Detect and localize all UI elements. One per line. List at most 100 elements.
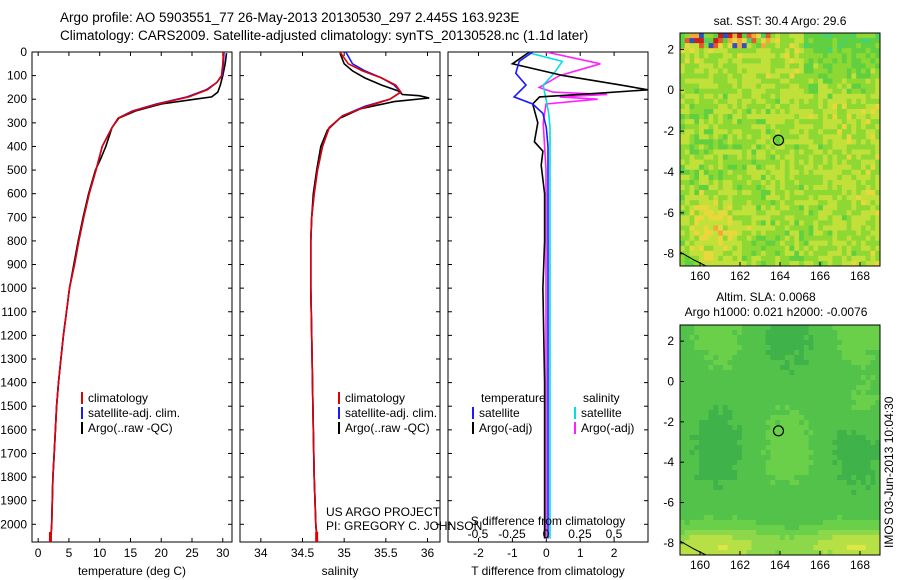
differences-legend-label: Argo(-adj) bbox=[479, 421, 532, 435]
panel-temperature: 0100200300400500600700800900100011001200… bbox=[0, 45, 233, 578]
sla_map-ytick-label: 0 bbox=[667, 374, 674, 388]
differences-x2tick-label: 0.25 bbox=[568, 527, 592, 541]
salinity-xtick-label: 36 bbox=[421, 546, 435, 560]
sla_map-ytick-label: -4 bbox=[663, 455, 674, 469]
panel-sst_map: 160 162 164 166 168 2 0 -2 -4 -6 -8 sat. SST: 30.4 … bbox=[663, 14, 881, 283]
differences-legend-label: satellite bbox=[581, 406, 622, 420]
salinity-xtick-label: 35 bbox=[337, 546, 351, 560]
differences-x2tick-label: -0.25 bbox=[498, 527, 526, 541]
ytick-label: 500 bbox=[7, 163, 27, 177]
ytick-label: 800 bbox=[7, 234, 27, 248]
ytick-label: 1100 bbox=[1, 305, 27, 319]
temperature-xtick-label: 0 bbox=[35, 546, 42, 560]
sst_map-ytick-label: -6 bbox=[663, 206, 674, 220]
temperature-legend-label: Argo(..raw -QC) bbox=[88, 421, 173, 435]
differences-x2tick-label: 0 bbox=[543, 527, 550, 541]
ytick-label: 1500 bbox=[0, 399, 27, 413]
header-line-1: Argo profile: AO 5903551_77 26-May-2013 … bbox=[60, 10, 520, 25]
ytick-label: 400 bbox=[7, 139, 27, 153]
ytick-label: 200 bbox=[7, 92, 27, 106]
ytick-label: 700 bbox=[7, 210, 27, 224]
differences-legend-label: satellite bbox=[479, 406, 520, 420]
temperature-xtick-label: 5 bbox=[66, 546, 73, 560]
sst_map-ytick-label: 2 bbox=[667, 42, 674, 56]
temperature-xtick-label: 30 bbox=[216, 546, 230, 560]
series-line-argo-raw-qc- bbox=[49, 53, 228, 539]
credit-project: US ARGO PROJECT bbox=[326, 505, 441, 519]
sst_map-ytick-label: -4 bbox=[663, 165, 674, 179]
series-line-climatology bbox=[49, 52, 225, 539]
sla_map-xtick-label: 160 bbox=[690, 558, 710, 572]
sla-title: Altim. SLA: 0.0068 bbox=[716, 290, 816, 304]
salinity-xlabel: salinity bbox=[322, 564, 359, 578]
sst_map-xtick-label: 162 bbox=[730, 269, 750, 283]
differences-x2tick-label: 0.5 bbox=[606, 527, 623, 541]
ytick-label: 2000 bbox=[0, 517, 27, 531]
sla_map-ytick-label: -2 bbox=[663, 415, 674, 429]
differences-xtick-label: 0 bbox=[543, 546, 550, 560]
series-line-satellite-adj-clim- bbox=[309, 52, 403, 539]
temperature-legend-label: climatology bbox=[88, 391, 148, 405]
differences-xtick-label: -2 bbox=[473, 546, 484, 560]
salinity-frame bbox=[239, 51, 441, 543]
ytick-label: 1800 bbox=[0, 470, 27, 484]
sla_map-xtick-label: 166 bbox=[810, 558, 830, 572]
temperature-xtick-label: 20 bbox=[155, 546, 169, 560]
sla_map-coastline bbox=[679, 540, 707, 556]
sst_map-xtick-label: 168 bbox=[850, 269, 870, 283]
differences-xtick-label: 2 bbox=[611, 546, 618, 560]
salinity-xtick-label: 35.5 bbox=[374, 546, 398, 560]
sst_map-ytick-label: -2 bbox=[663, 124, 674, 138]
ytick-label: 300 bbox=[7, 116, 27, 130]
differences-legend-label: Argo(-adj) bbox=[581, 421, 634, 435]
sst_map-xtick-label: 160 bbox=[690, 269, 710, 283]
series-line-temperature-satellite bbox=[512, 52, 549, 539]
salinity-legend-label: Argo(..raw -QC) bbox=[345, 421, 430, 435]
ytick-label: 1400 bbox=[0, 376, 27, 390]
differences-x2label: S difference from climatology bbox=[471, 514, 626, 528]
sst_map-float-marker bbox=[772, 134, 785, 146]
ytick-label: 100 bbox=[7, 69, 27, 83]
ytick-label: 1900 bbox=[0, 494, 27, 508]
salinity-xtick-label: 34 bbox=[254, 546, 268, 560]
ytick-label: 1000 bbox=[0, 281, 27, 295]
ytick-label: 600 bbox=[7, 187, 27, 201]
salinity-legend-label: climatology bbox=[345, 391, 405, 405]
sst_map-ytick-label: -8 bbox=[663, 247, 674, 261]
series-line-argo-raw-qc- bbox=[309, 52, 430, 539]
series-line-climatology bbox=[309, 52, 402, 539]
sla_map-ytick-label: 2 bbox=[667, 334, 674, 348]
panel-salinity: 34 34.5 35 35.5 36 salinity climatologysatelli… bbox=[239, 51, 482, 578]
temperature-frame bbox=[31, 51, 233, 543]
sla_map-ytick-label: -6 bbox=[663, 496, 674, 510]
temperature-xtick-label: 10 bbox=[93, 546, 107, 560]
sst_map-xtick-label: 164 bbox=[770, 269, 790, 283]
differences-xlabel: T difference from climatology bbox=[471, 564, 625, 578]
legend-title-salinity: salinity bbox=[583, 391, 620, 405]
sla_map-xtick-label: 164 bbox=[770, 558, 790, 572]
sla-subtitle: Argo h1000: 0.021 h2000: -0.0076 bbox=[685, 305, 868, 319]
salinity-legend-label: satellite-adj. clim. bbox=[345, 406, 437, 420]
imos-timestamp: IMOS 03-Jun-2013 10:04:30 bbox=[882, 396, 896, 548]
sst_map-cells bbox=[680, 33, 881, 267]
header-line-2: Climatology: CARS2009. Satellite-adjuste… bbox=[60, 28, 589, 43]
ytick-label: 1300 bbox=[0, 352, 27, 366]
ytick-label: 1600 bbox=[0, 423, 27, 437]
legend-title-temperature: temperature bbox=[481, 391, 546, 405]
panel-sla_map: 160 162 164 166 168 2 0 -2 -4 -6 -8 Altim. SLA: 0.0… bbox=[663, 290, 881, 572]
sst_map-ytick-label: 0 bbox=[667, 83, 674, 97]
ytick-label: 1700 bbox=[0, 446, 27, 460]
series-line-temperature-argo-adj- bbox=[510, 52, 648, 539]
ytick-label: 1200 bbox=[0, 328, 27, 342]
credit-pi: PI: GREGORY C. JOHNSON bbox=[326, 519, 482, 533]
temperature-legend-label: satellite-adj. clim. bbox=[88, 406, 180, 420]
differences-xtick-label: -1 bbox=[507, 546, 518, 560]
sla_map-cells bbox=[680, 325, 881, 556]
sla_map-float-marker bbox=[772, 425, 785, 437]
temperature-xtick-label: 15 bbox=[124, 546, 138, 560]
sst_map-coastline bbox=[679, 251, 707, 267]
ytick-label: 0 bbox=[20, 45, 27, 59]
differences-xtick-label: 1 bbox=[577, 546, 584, 560]
sst_map-xtick-label: 166 bbox=[810, 269, 830, 283]
